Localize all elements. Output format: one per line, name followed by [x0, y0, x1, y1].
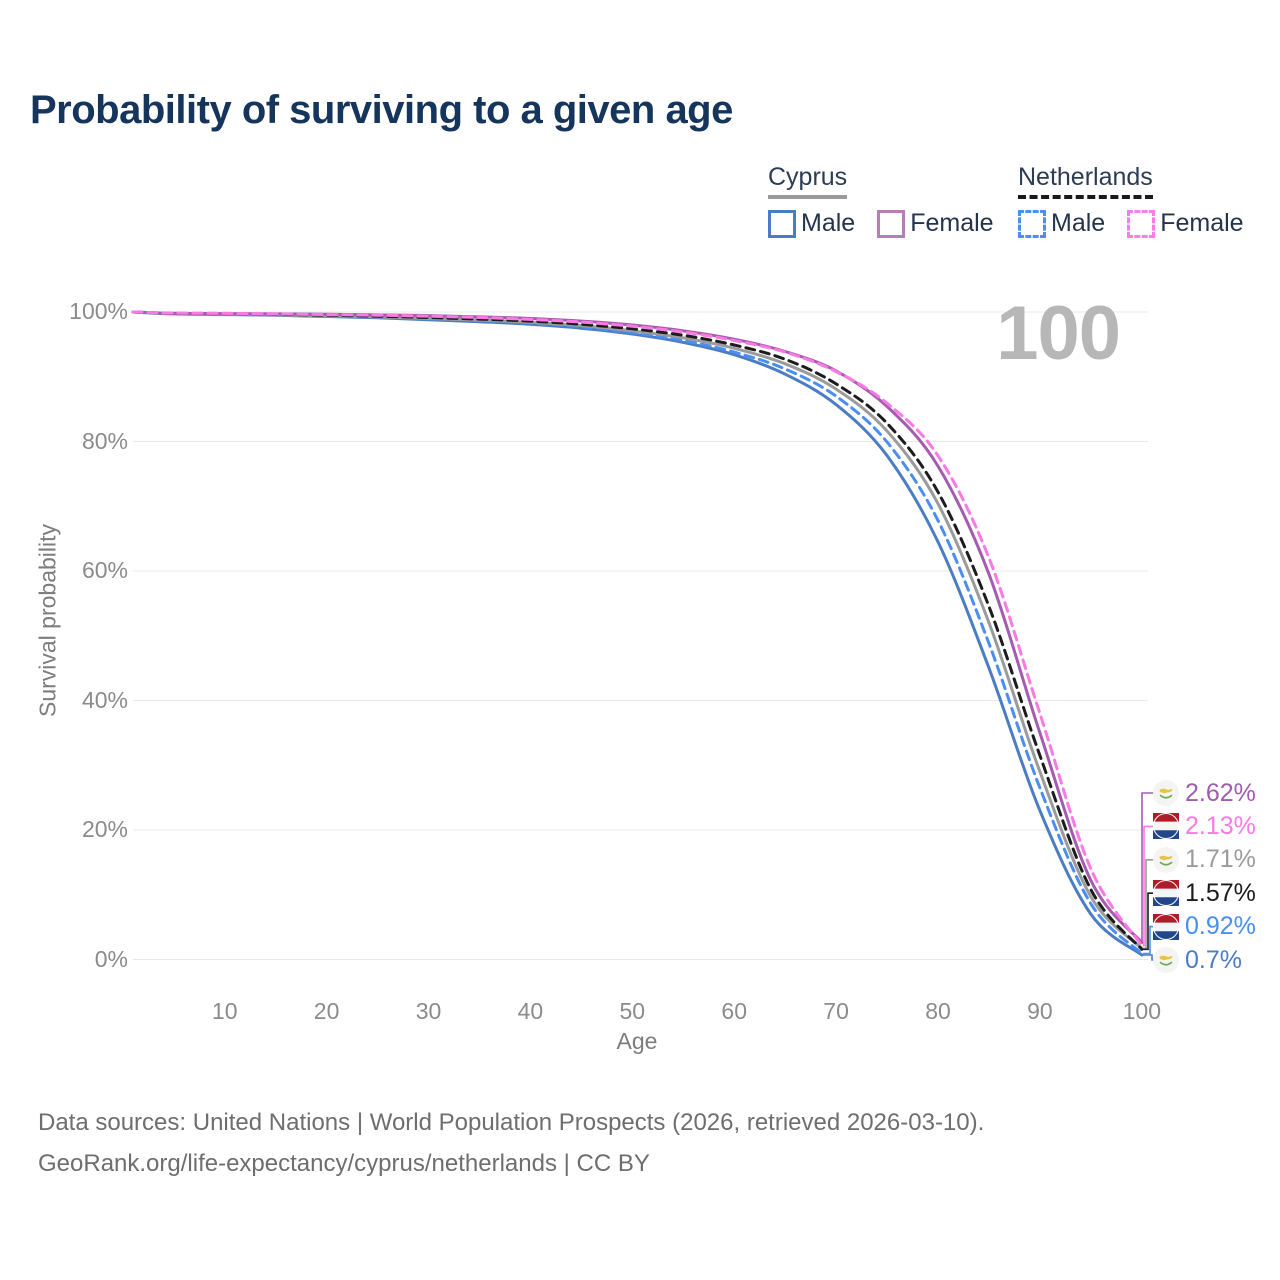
- end-label-cyprus-both-sexes[interactable]: 1.71%: [1153, 844, 1256, 876]
- data-source-footer: Data sources: United Nations | World Pop…: [38, 1102, 984, 1184]
- x-tick-90: 90: [1027, 998, 1053, 1024]
- legend-label-cyprus-male[interactable]: Male: [801, 209, 856, 237]
- legend-label-netherlands-male[interactable]: Male: [1051, 209, 1106, 237]
- legend-group-netherlands: Netherlands Male Female: [1018, 163, 1266, 238]
- end-label-cyprus-female[interactable]: 2.62%: [1153, 777, 1256, 809]
- series-line-cyprus-male[interactable]: [131, 310, 1144, 957]
- legend-label-cyprus-female[interactable]: Female: [910, 209, 994, 237]
- y-tick-20: 20%: [81, 816, 128, 842]
- end-label-value: 2.62%: [1185, 778, 1256, 807]
- y-tick-40: 40%: [81, 686, 128, 713]
- x-tick-80: 80: [925, 998, 951, 1024]
- netherlands-flag-icon: [1153, 913, 1179, 940]
- end-label-netherlands-female[interactable]: 2.13%: [1153, 810, 1256, 842]
- series-line-netherlands-male[interactable]: [131, 310, 1144, 955]
- y-tick-100: 100%: [69, 298, 128, 324]
- legend-country-cyprus[interactable]: Cyprus: [768, 163, 848, 199]
- x-tick-70: 70: [823, 998, 849, 1024]
- end-label-connector-netherlands-female: [1142, 825, 1156, 947]
- y-tick-80: 80%: [81, 427, 128, 454]
- legend-country-netherlands[interactable]: Netherlands: [1018, 163, 1153, 199]
- end-label-value: 0.7%: [1185, 945, 1242, 974]
- end-label-value: 1.71%: [1185, 845, 1256, 874]
- end-label-connector-cyprus-both-sexes: [1142, 859, 1156, 950]
- end-label-value: 2.13%: [1185, 811, 1256, 840]
- y-tick-60: 60%: [81, 557, 128, 583]
- legend-swatch-cyprus-male[interactable]: [768, 209, 796, 238]
- series-line-netherlands-female[interactable]: [131, 310, 1144, 948]
- end-label-cyprus-male[interactable]: 0.7%: [1153, 944, 1242, 976]
- series-line-netherlands-both-sexes[interactable]: [131, 310, 1144, 951]
- series-line-cyprus-both-sexes[interactable]: [131, 310, 1144, 950]
- cyprus-flag-icon: [1153, 947, 1179, 973]
- end-label-value: 0.92%: [1185, 912, 1256, 941]
- y-tick-0: 0%: [94, 945, 128, 972]
- x-tick-20: 20: [313, 998, 340, 1024]
- x-tick-10: 10: [211, 998, 238, 1024]
- cyprus-flag-icon: [1153, 846, 1179, 873]
- footer-line-sources: Data sources: United Nations | World Pop…: [38, 1109, 985, 1136]
- end-label-connector-cyprus-female: [1141, 792, 1156, 944]
- cyprus-flag-icon: [1153, 780, 1179, 806]
- x-axis-title: Age: [616, 1028, 658, 1054]
- legend-swatch-netherlands-female[interactable]: [1127, 209, 1156, 238]
- x-tick-100: 100: [1122, 998, 1161, 1024]
- x-tick-30: 30: [415, 998, 442, 1024]
- footer-line-georank: GeoRank.org/life-expectancy/cyprus/nethe…: [38, 1150, 650, 1177]
- x-tick-50: 50: [619, 998, 646, 1024]
- legend-group-cyprus: Cyprus Male Female: [768, 163, 1016, 238]
- end-label-connector-netherlands-both-sexes: [1142, 892, 1156, 951]
- watermark-age-100: 100: [996, 291, 1121, 376]
- end-label-netherlands-male[interactable]: 0.92%: [1153, 911, 1256, 943]
- legend-label-netherlands-female[interactable]: Female: [1160, 209, 1244, 237]
- x-tick-60: 60: [721, 998, 747, 1024]
- netherlands-flag-icon: [1153, 813, 1179, 840]
- end-label-netherlands-both-sexes[interactable]: 1.57%: [1153, 877, 1256, 909]
- legend-swatch-cyprus-female[interactable]: [877, 209, 906, 238]
- legend-swatch-netherlands-male[interactable]: [1018, 209, 1046, 238]
- netherlands-flag-icon: [1153, 880, 1179, 907]
- end-label-value: 1.57%: [1185, 878, 1256, 907]
- y-axis-title: Survival probability: [34, 523, 61, 718]
- page-title: Probability of surviving to a given age: [30, 88, 733, 132]
- x-tick-40: 40: [517, 998, 544, 1024]
